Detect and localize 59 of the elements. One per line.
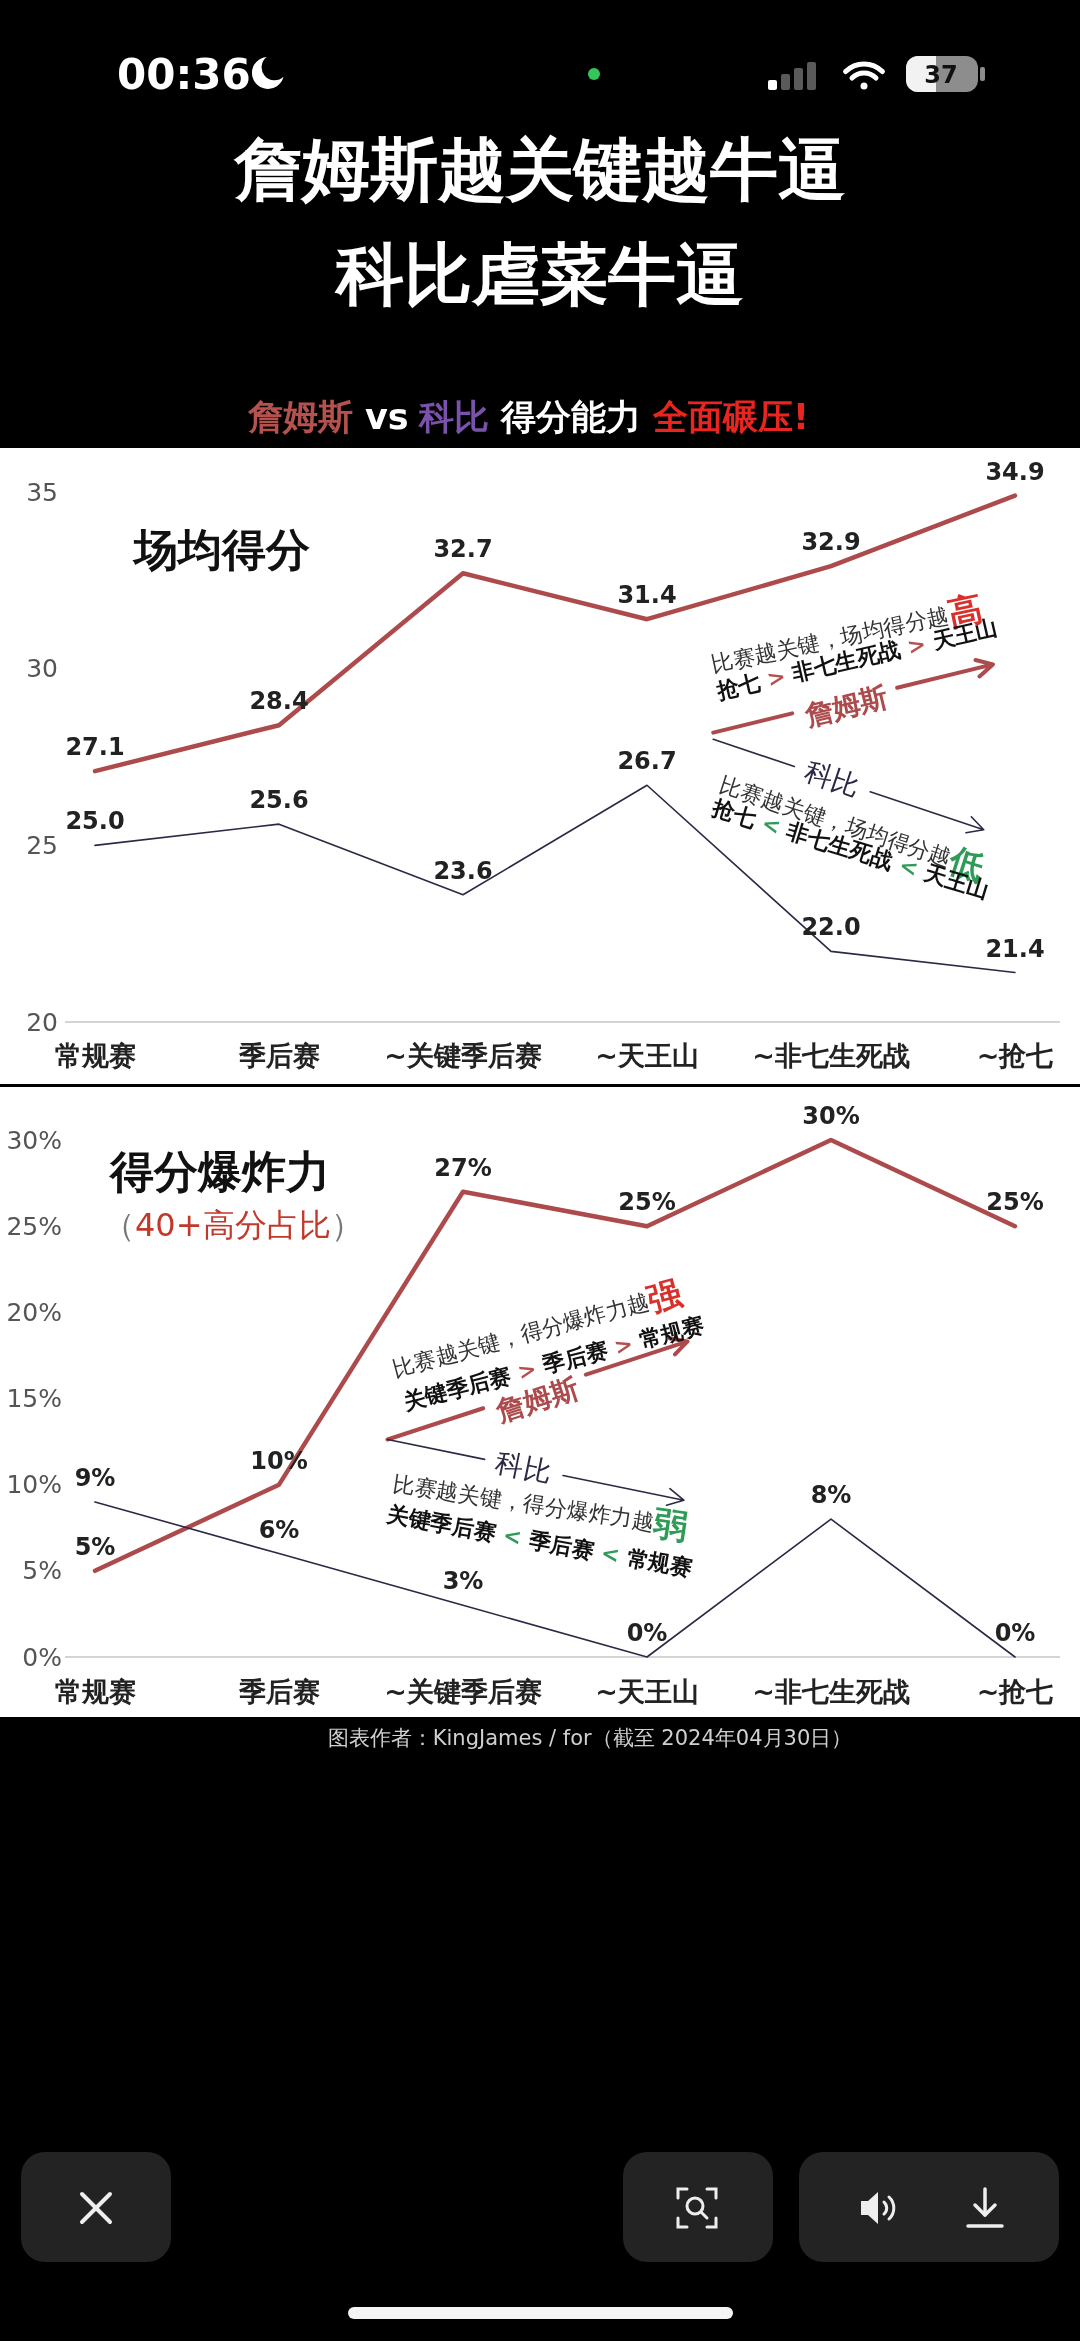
- data-label: 0%: [994, 1619, 1036, 1647]
- data-label: 27.1: [65, 733, 125, 762]
- y-tick-label: 30%: [6, 1125, 62, 1155]
- text: 图表作者：KingJames / for（截至 2024年04月30日）: [327, 1726, 853, 1750]
- data-label: 0%: [626, 1619, 668, 1647]
- text: 场均得分: [132, 523, 310, 575]
- text: 詹姆斯: [247, 397, 353, 437]
- data-label: 8%: [810, 1481, 852, 1510]
- text: 詹姆斯越关键越牛逼: [233, 129, 846, 209]
- y-tick-label: 0%: [22, 1642, 62, 1672]
- x-tick-label: ~非七生死战: [752, 1039, 910, 1071]
- data-label: 25.0: [65, 807, 125, 836]
- y-tick-label: 20%: [6, 1297, 62, 1327]
- x-tick-label: ~关键季后赛: [384, 1675, 542, 1707]
- data-label: 6%: [258, 1515, 300, 1544]
- data-label: 27%: [434, 1153, 492, 1182]
- data-label: 34.9: [985, 457, 1045, 486]
- x-tick-label: ~天王山: [595, 1039, 699, 1071]
- text: 得分能力: [500, 397, 641, 437]
- y-tick-label: 5%: [22, 1556, 62, 1586]
- text: 科比: [418, 397, 489, 437]
- y-tick-label: 30: [26, 654, 58, 684]
- data-label: 3%: [442, 1567, 484, 1596]
- x-tick-label: 常规赛: [54, 1039, 136, 1071]
- y-tick-label: 35: [26, 477, 58, 507]
- data-label: 25%: [618, 1188, 676, 1217]
- x-tick-label: ~关键季后赛: [384, 1039, 542, 1071]
- x-tick-label: 常规赛: [54, 1675, 136, 1707]
- data-label: 31.4: [617, 581, 677, 610]
- data-label: 25.6: [249, 786, 309, 815]
- data-label: 9%: [74, 1463, 116, 1492]
- data-label: 30%: [802, 1102, 860, 1130]
- y-tick-label: 15%: [6, 1384, 62, 1413]
- x-tick-label: ~天王山: [595, 1675, 699, 1707]
- y-tick-label: 20: [26, 1007, 58, 1037]
- x-tick-label: 季后赛: [237, 1675, 320, 1707]
- x-tick-label: ~抢七: [976, 1675, 1054, 1707]
- x-tick-label: ~抢七: [976, 1039, 1054, 1071]
- data-label: 28.4: [249, 687, 309, 716]
- text: （40+高分占比）: [103, 1206, 363, 1244]
- text: 科比: [800, 754, 865, 804]
- chart-title: 得分爆炸力: [108, 1145, 330, 1197]
- y-tick-label: 25: [26, 830, 58, 860]
- data-label: 32.7: [433, 535, 493, 564]
- x-tick-label: ~非七生死战: [752, 1675, 910, 1707]
- text: 00:36: [117, 49, 251, 99]
- x-tick-label: 季后赛: [237, 1039, 320, 1071]
- data-label: 5%: [74, 1532, 116, 1561]
- data-label: 32.9: [801, 528, 861, 557]
- text: 科比虐菜牛逼: [334, 234, 744, 314]
- data-label: 21.4: [985, 934, 1045, 963]
- text: vs: [365, 397, 409, 437]
- y-tick-label: 10%: [6, 1470, 62, 1500]
- data-label: 25%: [986, 1188, 1044, 1217]
- data-label: 22.0: [801, 913, 861, 942]
- data-label: 26.7: [617, 747, 677, 776]
- data-label: 23.6: [433, 856, 493, 885]
- y-tick-label: 25%: [6, 1211, 62, 1241]
- text: 全面碾压!: [652, 397, 809, 437]
